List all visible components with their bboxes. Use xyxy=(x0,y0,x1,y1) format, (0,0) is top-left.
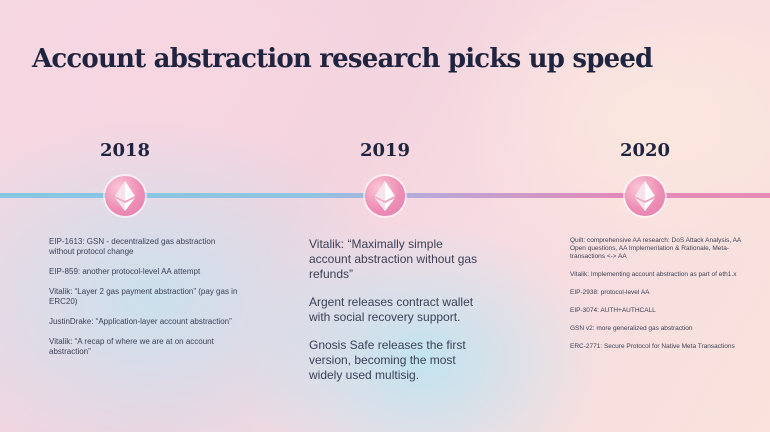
list-item: GSN v2: more generalized gas abstraction xyxy=(570,325,693,332)
items-2018: EIP-1613: GSN - decentralized gas abstra… xyxy=(49,237,239,367)
list-item: JustinDrake: “Application-layer account … xyxy=(49,317,232,326)
list-item: EIP-2938: protocol-level AA xyxy=(570,289,650,296)
year-2018: 2018 xyxy=(99,140,151,161)
timeline-node-2019 xyxy=(365,176,405,216)
items-2019: Vitalik: “Maximally simple account abstr… xyxy=(309,237,479,396)
list-item: Gnosis Safe releases the first version, … xyxy=(309,338,466,382)
list-item: EIP-859: another protocol-level AA attem… xyxy=(49,267,201,276)
year-2020: 2020 xyxy=(619,140,671,161)
ethereum-icon xyxy=(115,181,135,211)
year-2019: 2019 xyxy=(359,140,411,161)
list-item: Quilt: comprehensive AA research: DoS At… xyxy=(570,237,741,260)
list-item: EIP-3074: AUTH+AUTHCALL xyxy=(570,307,656,314)
list-item: Vitalik: “A recap of where we are at on … xyxy=(49,337,214,356)
list-item: Vitalik: “Maximally simple account abstr… xyxy=(309,237,478,281)
list-item: Argent releases contract wallet with soc… xyxy=(309,295,474,324)
list-item: Vitalik: “Layer 2 gas payment abstractio… xyxy=(49,287,238,306)
ethereum-icon xyxy=(635,181,655,211)
ethereum-icon xyxy=(375,181,395,211)
slide-title: Account abstraction research picks up sp… xyxy=(32,44,653,74)
items-2020: Quilt: comprehensive AA research: DoS At… xyxy=(570,237,745,361)
list-item: Vitalik: Implementing account abstractio… xyxy=(570,271,737,278)
list-item: EIP-1613: GSN - decentralized gas abstra… xyxy=(49,237,216,256)
list-item: ERC-2771: Secure Protocol for Native Met… xyxy=(570,343,735,350)
timeline-node-2018 xyxy=(105,176,145,216)
timeline-node-2020 xyxy=(625,176,665,216)
